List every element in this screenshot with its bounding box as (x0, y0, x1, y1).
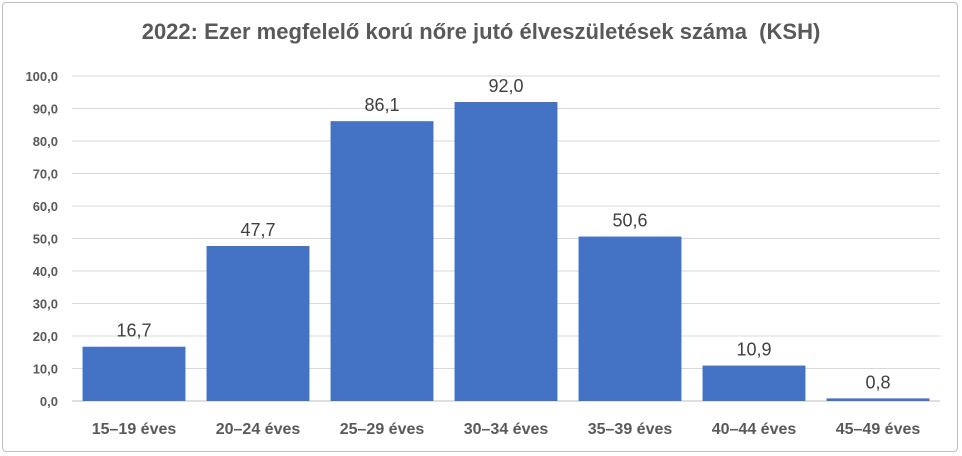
data-label: 47,7 (240, 220, 275, 240)
y-tick-label: 0,0 (40, 394, 58, 409)
data-label: 86,1 (364, 95, 399, 115)
y-tick-label: 60,0 (33, 199, 58, 214)
x-tick-label: 30–34 éves (464, 421, 549, 438)
y-tick-label: 20,0 (33, 329, 58, 344)
x-tick-label: 40–44 éves (712, 421, 797, 438)
x-tick-label: 15–19 éves (92, 421, 177, 438)
y-tick-label: 90,0 (33, 102, 58, 117)
y-tick-label: 100,0 (25, 69, 58, 84)
bar (702, 365, 806, 401)
x-tick-label: 20–24 éves (216, 421, 301, 438)
chart-title: 2022: Ezer megfelelő korú nőre jutó élve… (141, 19, 821, 44)
bar (826, 398, 930, 401)
bar (330, 121, 434, 402)
y-tick-label: 30,0 (33, 297, 58, 312)
data-label: 92,0 (488, 76, 523, 96)
x-tick-label: 45–49 éves (836, 421, 921, 438)
bar (206, 245, 310, 401)
data-label: 10,9 (736, 340, 771, 360)
y-tick-label: 70,0 (33, 167, 58, 182)
y-tick-label: 80,0 (33, 134, 58, 149)
data-label: 16,7 (116, 321, 151, 341)
y-tick-label: 50,0 (33, 232, 58, 247)
bar (578, 236, 682, 401)
x-tick-label: 35–39 éves (588, 421, 673, 438)
x-tick-label: 25–29 éves (340, 421, 425, 438)
data-label: 50,6 (612, 211, 647, 231)
bar (82, 346, 186, 401)
y-tick-label: 10,0 (33, 362, 58, 377)
data-label: 0,8 (865, 372, 890, 392)
bar (454, 102, 558, 401)
y-tick-label: 40,0 (33, 264, 58, 279)
